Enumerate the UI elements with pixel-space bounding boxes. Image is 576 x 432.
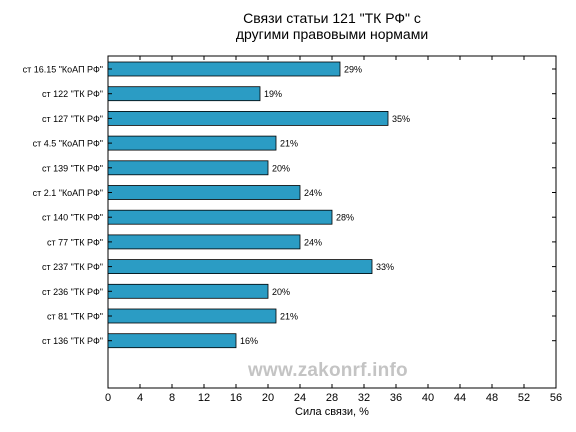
bar — [107, 283, 269, 299]
x-tick-label: 32 — [358, 392, 370, 404]
x-axis-label: Сила связи, % — [295, 406, 369, 418]
chart-subtitle: другими правовыми нормами — [235, 26, 429, 42]
data-label: 24% — [304, 237, 322, 247]
bar — [107, 259, 373, 275]
x-tick-label: 52 — [518, 392, 530, 404]
x-tick-label: 44 — [454, 392, 466, 404]
bar — [107, 111, 389, 126]
y-tick-label: ст 122 "ТК РФ" — [42, 89, 103, 99]
x-tick-label: 12 — [198, 392, 210, 404]
x-tick-label: 28 — [326, 392, 338, 404]
bar — [107, 61, 341, 77]
data-label: 20% — [272, 163, 290, 173]
data-label: 19% — [264, 89, 282, 99]
y-tick-label: ст 236 "ТК РФ" — [42, 287, 103, 297]
data-label: 29% — [344, 65, 362, 75]
y-tick-label: ст 139 "ТК РФ" — [42, 163, 103, 173]
x-tick-label: 48 — [486, 392, 498, 404]
y-tick-label: ст 237 "ТК РФ" — [42, 262, 103, 272]
bar — [107, 209, 333, 225]
y-tick-label: ст 4.5 "КоАП РФ" — [33, 139, 103, 149]
x-tick-label: 0 — [105, 392, 111, 404]
bar — [107, 333, 237, 349]
chart-title: Связи статьи 121 "ТК РФ" с — [243, 10, 421, 26]
y-tick-label: ст 2.1 "КоАП РФ" — [33, 188, 103, 198]
y-tick-label: ст 140 "ТК РФ" — [42, 213, 103, 223]
bar — [107, 308, 277, 324]
data-label: 35% — [392, 114, 410, 124]
data-label: 16% — [240, 336, 258, 346]
watermark-text: www.zakonrf.info — [248, 360, 408, 381]
x-tick-label: 56 — [550, 392, 562, 404]
data-label: 33% — [376, 262, 394, 272]
y-tick-label: ст 77 "ТК РФ" — [47, 237, 103, 247]
data-label: 24% — [304, 188, 322, 198]
x-tick-label: 36 — [390, 392, 402, 404]
x-tick-label: 40 — [422, 392, 434, 404]
data-label: 28% — [336, 213, 354, 223]
y-tick-label: ст 127 "ТК РФ" — [42, 114, 103, 124]
bar — [107, 86, 261, 102]
bar — [107, 185, 301, 200]
y-tick-label: ст 136 "ТК РФ" — [42, 336, 103, 346]
bar — [107, 234, 301, 250]
x-tick-label: 8 — [169, 392, 175, 404]
x-tick-label: 20 — [262, 392, 274, 404]
bar — [107, 160, 269, 176]
x-tick-label: 4 — [137, 392, 143, 404]
y-tick-label: ст 81 "ТК РФ" — [47, 312, 103, 322]
data-label: 20% — [272, 287, 290, 297]
data-label: 21% — [280, 312, 298, 322]
bar — [107, 135, 277, 151]
data-label: 21% — [280, 139, 298, 149]
y-tick-label: ст 16.15 "КоАП РФ" — [23, 65, 103, 75]
x-tick-label: 16 — [230, 392, 242, 404]
x-tick-label: 24 — [294, 392, 306, 404]
